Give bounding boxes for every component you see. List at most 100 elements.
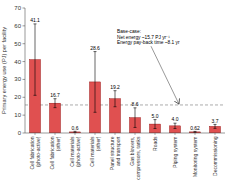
error-cap [174, 123, 177, 124]
x-tick-label-line: Decommissioning [212, 136, 218, 176]
x-tick [155, 133, 156, 135]
annotation-line: Energy pay-back time ~8.1 yr [117, 40, 180, 45]
error-cap [154, 128, 157, 129]
x-tick [35, 133, 36, 135]
x-tick-label-line: Roads [152, 136, 158, 151]
y-tick-label: 40 [14, 59, 21, 65]
error-stem [135, 108, 136, 128]
x-tick-label-line: Piping system [172, 137, 178, 168]
error-stem [55, 99, 56, 108]
error-cap [134, 107, 137, 108]
value-label: 16.7 [50, 92, 60, 98]
y-axis-label: Primary energy use (PJ) per facility [1, 27, 7, 114]
error-bar [194, 131, 197, 132]
error-cap [194, 131, 197, 132]
x-tick-label-line: compressors, tanks [135, 136, 141, 180]
value-label: 0.62 [190, 125, 200, 131]
y-tick-label: 0 [18, 130, 22, 136]
x-tick-label-line: (photo-active) [35, 136, 41, 167]
value-label: 41.1 [30, 17, 40, 23]
x-tick-label: Monitoring system [192, 137, 198, 178]
value-label: 5.0 [152, 113, 159, 119]
x-tick-label: Piping system [172, 137, 178, 168]
x-tick-label: Cell materials(other) [89, 136, 101, 167]
error-bar [74, 131, 77, 132]
x-tick [135, 133, 136, 135]
x-tick-label: Panel structureand transport [109, 136, 121, 170]
value-label: 28.6 [90, 45, 100, 51]
y-tick [23, 8, 26, 9]
error-cap [174, 128, 177, 129]
y-axis [25, 8, 26, 133]
bar [50, 103, 61, 133]
value-label: 4.0 [172, 116, 179, 122]
y-tick [23, 25, 26, 26]
x-tick [115, 133, 116, 135]
error-cap [54, 107, 57, 108]
x-tick-label-line: and transport [115, 136, 121, 166]
x-tick-label: Gas blowers,compressors, tanks [129, 136, 141, 180]
error-cap [34, 95, 37, 96]
x-tick-label-line: (other) [95, 136, 101, 151]
x-tick [215, 133, 216, 135]
error-cap [94, 112, 97, 113]
x-tick-label: Decommissioning [212, 136, 218, 176]
y-tick [23, 115, 26, 116]
error-bar [174, 123, 177, 128]
error-bar [94, 52, 97, 113]
error-cap [74, 131, 77, 132]
y-tick [23, 61, 26, 62]
annotation-line: Base-case: [117, 29, 141, 34]
chart: 01020304050607041.116.70.628.619.28.65.0… [0, 0, 229, 189]
plot-marks [25, 24, 225, 133]
error-bar [134, 108, 137, 128]
annotation: Base-case:Net energy ~15.7 PJ yr⁻¹Energy… [117, 29, 180, 45]
error-bar [214, 124, 217, 128]
y-tick-label: 60 [14, 23, 21, 29]
value-label: 19.2 [110, 84, 120, 90]
error-stem [195, 131, 196, 132]
error-bar [34, 24, 37, 95]
error-stem [175, 123, 176, 128]
x-tick-label: Cell fabrication(other) [49, 136, 61, 169]
error-cap [214, 124, 217, 125]
x-tick-label: Cell materials(photo-active) [69, 136, 81, 167]
x-tick [175, 133, 176, 135]
x-tick [95, 133, 96, 135]
error-cap [94, 51, 97, 52]
x-tick [75, 133, 76, 135]
error-stem [215, 124, 216, 128]
y-tick-label: 70 [14, 5, 21, 11]
error-cap [114, 106, 117, 107]
y-tick-label: 50 [14, 41, 21, 47]
error-stem [35, 24, 36, 95]
y-tick-label: 10 [14, 112, 21, 118]
error-cap [34, 23, 37, 24]
x-tick-label: Roads [152, 136, 158, 151]
error-cap [154, 119, 157, 120]
value-label: 3.7 [212, 118, 219, 124]
error-cap [114, 90, 117, 91]
x-tick-label-line: (photo-active) [75, 136, 81, 167]
x-tick-label-line: Monitoring system [192, 137, 198, 178]
y-tick-label: 30 [14, 76, 21, 82]
error-bar [54, 99, 57, 108]
y-tick [23, 43, 26, 44]
error-cap [54, 98, 57, 99]
error-bar [114, 91, 117, 107]
error-bar [154, 120, 157, 129]
error-stem [75, 131, 76, 132]
y-tick [23, 133, 26, 134]
annotation-arrow [151, 46, 179, 104]
y-tick [23, 97, 26, 98]
x-tick-label-line: (other) [55, 136, 61, 151]
error-stem [95, 52, 96, 113]
error-stem [155, 120, 156, 129]
annotation-line: Net energy ~15.7 PJ yr⁻¹ [117, 35, 170, 40]
value-label: 8.6 [132, 101, 139, 107]
x-tick [195, 133, 196, 135]
error-cap [214, 128, 217, 129]
y-tick [23, 79, 26, 80]
error-stem [115, 91, 116, 107]
x-tick-label: Cell fabrication(photo-active) [29, 136, 41, 169]
